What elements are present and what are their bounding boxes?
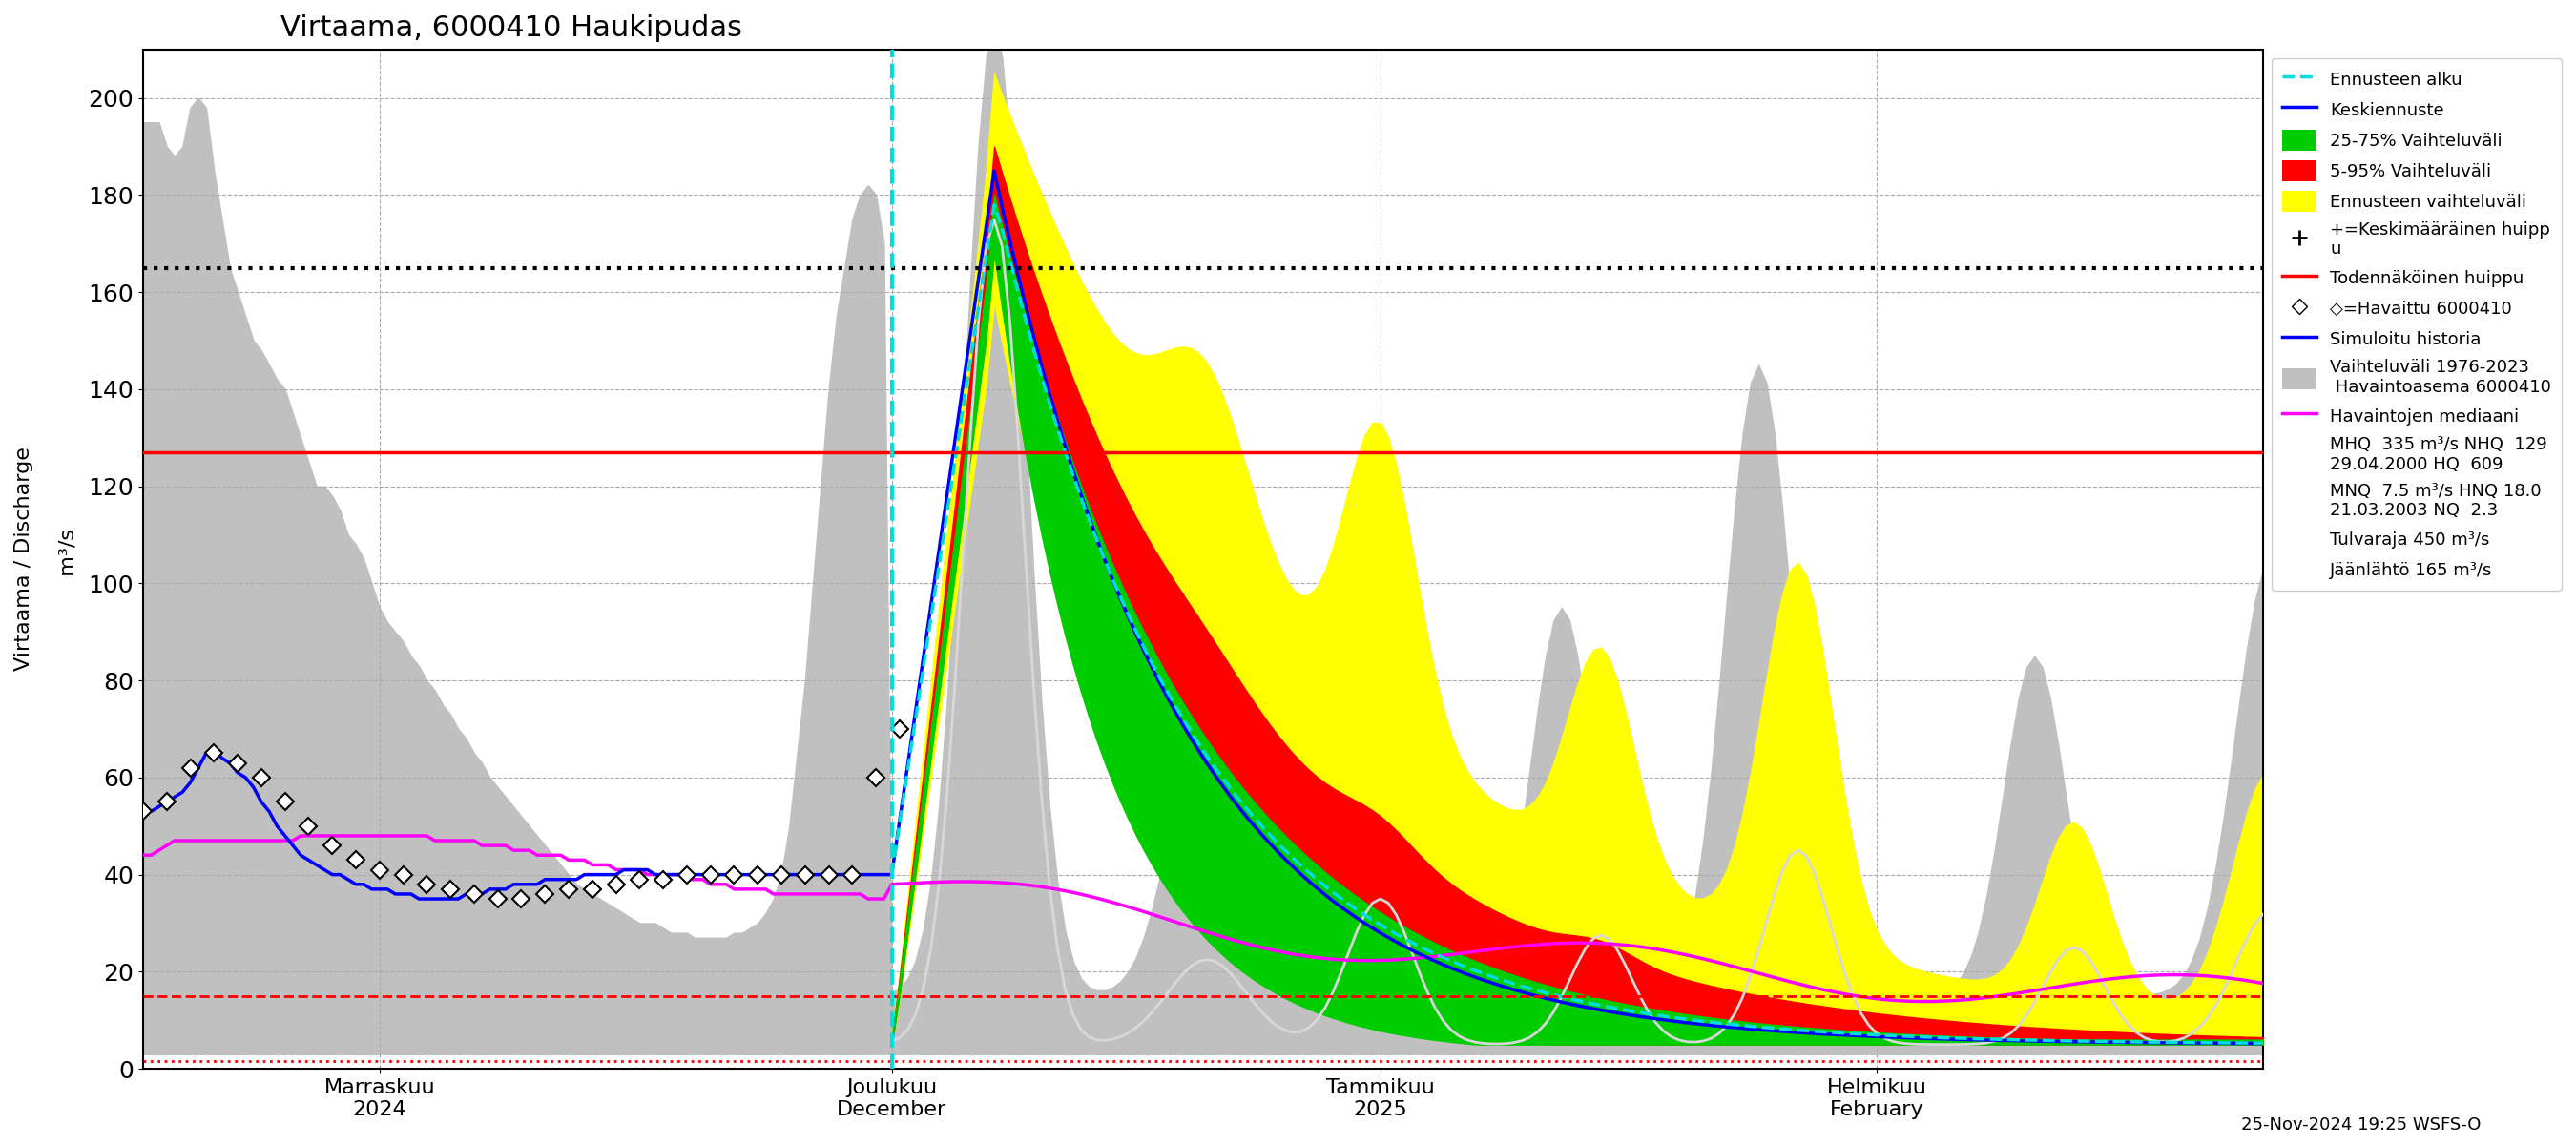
- Y-axis label: Virtaama / Discharge

  m³/s: Virtaama / Discharge m³/s: [15, 447, 77, 671]
- Legend: Ennusteen alku, Keskiennuste, 25-75% Vaihteluväli, 5-95% Vaihteluväli, Ennusteen: Ennusteen alku, Keskiennuste, 25-75% Vai…: [2272, 58, 2561, 591]
- Text: 25-Nov-2024 19:25 WSFS-O: 25-Nov-2024 19:25 WSFS-O: [2241, 1116, 2481, 1134]
- Text: Virtaama, 6000410 Haukipudas: Virtaama, 6000410 Haukipudas: [281, 14, 742, 42]
